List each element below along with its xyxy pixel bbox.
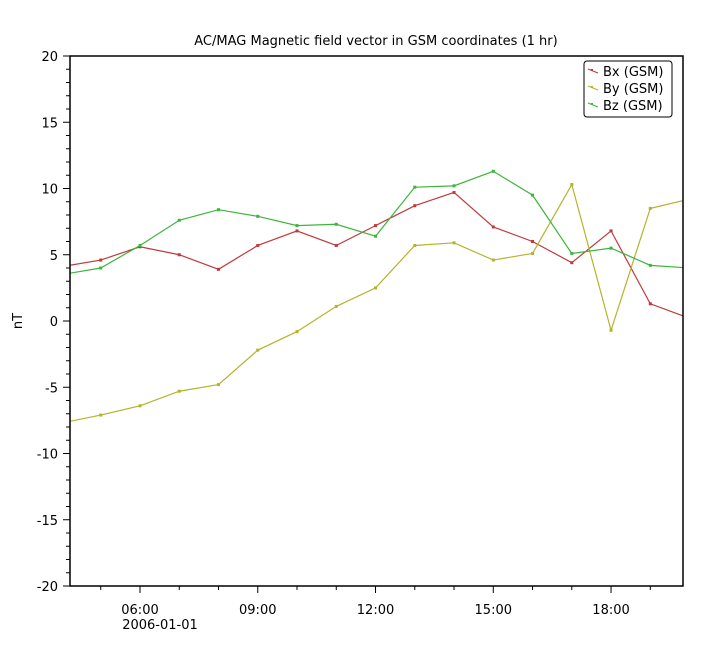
data-point [256,243,260,247]
data-point [374,224,378,228]
x-tick-label: 06:00 [121,603,158,618]
data-point [60,265,63,268]
data-point [334,243,338,247]
chart-title: AC/MAG Magnetic field vector in GSM coor… [194,34,557,49]
data-point [99,266,103,270]
y-tick-label: -20 [37,580,58,595]
data-point [334,222,338,226]
data-point [531,251,535,255]
data-point [570,261,574,265]
data-point [452,241,456,245]
y-tick-label: 15 [41,116,58,131]
data-point [217,267,221,271]
data-point [491,225,495,229]
y-tick-label: 20 [41,50,58,65]
data-point [177,253,181,257]
y-tick-label: 0 [50,315,58,330]
y-tick-label: -5 [45,381,58,396]
legend-entry: Bz (GSM) [603,99,663,114]
data-point [688,317,691,320]
data-point [491,258,495,262]
series-line-bz [70,170,683,274]
data-point [99,258,103,262]
data-point [688,267,691,270]
data-point [648,206,652,210]
data-point [609,229,613,233]
x-tick-label: 12:00 [357,603,394,618]
data-point [138,243,142,247]
data-point [413,185,417,189]
data-point [648,302,652,306]
data-point [60,422,63,425]
data-point [452,190,456,194]
data-point [295,229,299,233]
data-point [609,246,613,250]
data-point [217,208,221,212]
data-point [334,304,338,308]
x-tick-label: 09:00 [239,603,276,618]
data-point [374,234,378,238]
data-point [217,383,221,387]
legend: Bx (GSM) By (GSM) Bz (GSM) [583,60,673,118]
x-date-label: 2006-01-01 [122,618,198,633]
x-tick-label: 15:00 [475,603,512,618]
data-point [256,214,260,218]
data-point [60,273,63,276]
y-axis-label: nT [11,313,26,329]
series-line-bx [70,191,683,317]
data-point [138,404,142,408]
data-point [648,263,652,267]
data-point [295,224,299,228]
y-tick-label: -15 [37,514,58,529]
data-point [688,198,691,201]
legend-box [583,60,673,118]
legend-entry: By (GSM) [603,82,663,97]
data-point [99,413,103,417]
x-tick-label: 18:00 [592,603,629,618]
data-point [570,183,574,187]
data-point [491,169,495,173]
y-tick-label: 10 [41,183,58,198]
data-point [413,204,417,208]
legend-entry: Bx (GSM) [603,65,663,80]
data-point [531,240,535,243]
legend-marker-icon [591,103,593,105]
data-point [256,348,260,352]
data-point [531,193,535,197]
data-point [177,218,181,222]
data-point [452,184,456,188]
data-point [609,328,613,332]
series-line-by [70,182,683,422]
data-point [295,330,299,334]
data-point [413,243,417,247]
y-tick-label: -10 [37,448,58,463]
legend-marker-icon [591,69,593,71]
data-point [177,389,181,393]
plot-frame [69,55,684,587]
data-point [570,251,574,255]
y-tick-label: 5 [50,249,58,264]
legend-marker-icon [591,86,593,88]
data-point [374,286,378,290]
